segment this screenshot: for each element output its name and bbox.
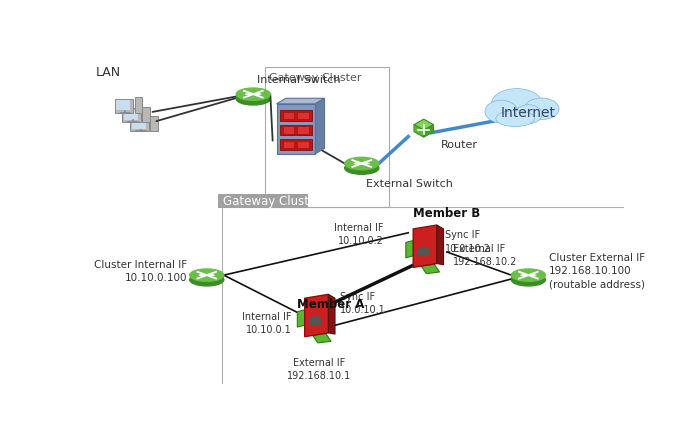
Text: Cluster Internal IF
10.10.0.100: Cluster Internal IF 10.10.0.100 (94, 260, 187, 283)
Polygon shape (406, 241, 413, 258)
Ellipse shape (344, 162, 379, 174)
FancyBboxPatch shape (124, 110, 138, 120)
Polygon shape (414, 125, 423, 137)
Ellipse shape (236, 92, 270, 105)
FancyBboxPatch shape (417, 250, 429, 255)
FancyBboxPatch shape (283, 141, 295, 149)
FancyBboxPatch shape (130, 118, 148, 131)
FancyBboxPatch shape (122, 108, 141, 122)
FancyBboxPatch shape (150, 116, 158, 131)
Text: Internal IF
10.10.0.1: Internal IF 10.10.0.1 (243, 312, 292, 335)
Text: Member B: Member B (414, 207, 481, 220)
FancyBboxPatch shape (134, 97, 143, 113)
FancyBboxPatch shape (190, 275, 224, 280)
Text: Gateway Cluster: Gateway Cluster (223, 195, 322, 208)
Text: LAN: LAN (96, 66, 121, 79)
Ellipse shape (524, 98, 559, 120)
FancyBboxPatch shape (218, 194, 308, 208)
Polygon shape (305, 294, 328, 337)
Ellipse shape (515, 105, 542, 124)
FancyBboxPatch shape (277, 104, 315, 154)
Text: Sync IF
10.0.10.2: Sync IF 10.0.10.2 (446, 230, 491, 254)
FancyBboxPatch shape (143, 107, 150, 122)
Text: Internet: Internet (501, 106, 556, 121)
FancyBboxPatch shape (279, 124, 312, 135)
Text: Cluster External IF
192.168.10.100
(routable address): Cluster External IF 192.168.10.100 (rout… (549, 253, 644, 289)
Polygon shape (437, 225, 444, 265)
FancyBboxPatch shape (114, 99, 133, 113)
Ellipse shape (309, 316, 321, 323)
Text: Sync IF
10.0.10.1: Sync IF 10.0.10.1 (340, 292, 386, 315)
Ellipse shape (485, 100, 518, 123)
FancyBboxPatch shape (116, 100, 130, 110)
FancyBboxPatch shape (283, 111, 295, 119)
FancyBboxPatch shape (297, 111, 309, 119)
Polygon shape (413, 225, 437, 267)
FancyBboxPatch shape (283, 126, 295, 134)
Ellipse shape (190, 273, 224, 286)
FancyBboxPatch shape (297, 126, 309, 134)
Polygon shape (313, 334, 331, 343)
FancyBboxPatch shape (132, 119, 146, 129)
FancyBboxPatch shape (297, 141, 309, 149)
Text: External Switch: External Switch (366, 179, 453, 189)
Text: Router: Router (441, 140, 477, 150)
FancyBboxPatch shape (511, 275, 545, 280)
Text: Internal Switch: Internal Switch (257, 75, 341, 85)
Polygon shape (328, 294, 335, 334)
Polygon shape (297, 310, 305, 327)
Text: External IF
192.168.10.2: External IF 192.168.10.2 (453, 244, 518, 267)
Ellipse shape (511, 273, 545, 286)
FancyBboxPatch shape (279, 110, 312, 121)
Ellipse shape (190, 269, 224, 281)
FancyBboxPatch shape (309, 319, 321, 324)
Text: Internal IF
10.10.0.2: Internal IF 10.10.0.2 (334, 223, 383, 246)
Text: Gateway Cluster: Gateway Cluster (269, 73, 361, 83)
Polygon shape (423, 125, 434, 137)
FancyBboxPatch shape (236, 94, 270, 99)
FancyBboxPatch shape (279, 139, 312, 150)
FancyBboxPatch shape (344, 163, 379, 168)
Polygon shape (277, 98, 324, 104)
Polygon shape (315, 98, 324, 154)
Polygon shape (414, 119, 434, 130)
Ellipse shape (491, 89, 542, 118)
Text: Member A: Member A (297, 299, 365, 311)
Ellipse shape (495, 111, 534, 127)
Ellipse shape (511, 269, 545, 281)
Ellipse shape (236, 88, 270, 100)
Polygon shape (421, 264, 439, 273)
Text: External IF
192.168.10.1: External IF 192.168.10.1 (287, 358, 351, 381)
Ellipse shape (418, 247, 430, 254)
Ellipse shape (344, 157, 379, 170)
